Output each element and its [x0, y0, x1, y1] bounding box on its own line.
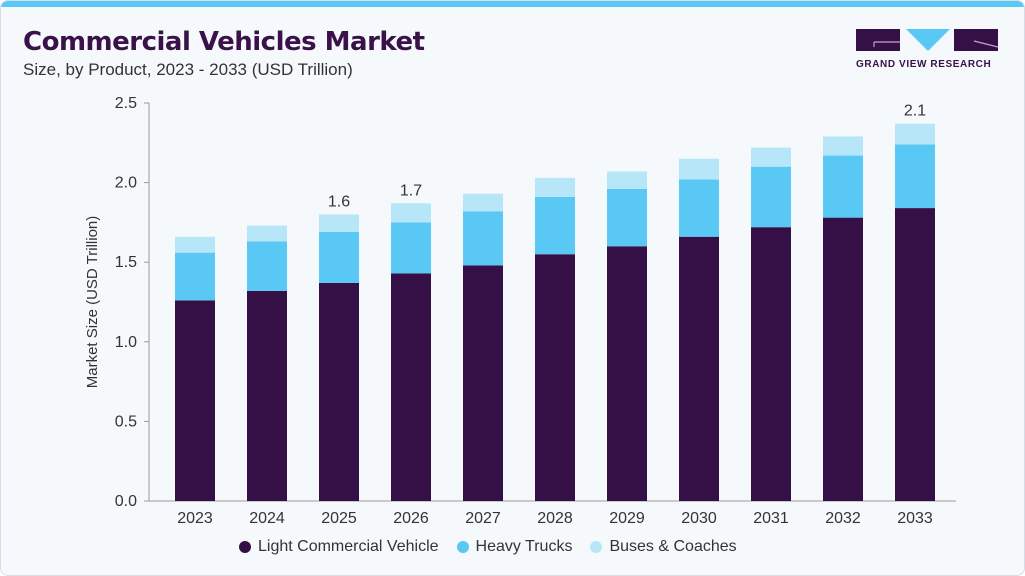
legend-item: Buses & Coaches [590, 538, 737, 556]
accent-bar [1, 1, 1024, 7]
bar-segment [607, 171, 647, 189]
legend-dot [590, 541, 603, 553]
bar-segment [895, 144, 935, 209]
chart-title: Commercial Vehicles Market [23, 27, 425, 57]
bar-segment [607, 188, 647, 247]
legend-label: Light Commercial Vehicle [258, 538, 439, 555]
bar-segment [463, 265, 503, 501]
bar-segment [391, 222, 431, 274]
legend-item: Heavy Trucks [456, 538, 573, 556]
y-tick-label: 0.0 [115, 493, 137, 510]
y-tick-label: 1.0 [115, 334, 137, 351]
x-tick-label: 2033 [897, 510, 933, 527]
x-tick-label: 2024 [249, 510, 285, 527]
bar-segment [895, 123, 935, 145]
bar-segment [823, 217, 863, 501]
bar-segment [823, 155, 863, 218]
y-tick-label: 2.0 [115, 175, 137, 192]
bar-segment [391, 273, 431, 501]
legend-label: Heavy Trucks [475, 538, 573, 555]
bar-segment [175, 252, 215, 301]
bar-segment [751, 166, 791, 228]
gvr-logo [856, 29, 998, 51]
bar-segment [391, 203, 431, 223]
bar-segment [175, 236, 215, 253]
x-tick-label: 2025 [321, 510, 357, 527]
x-tick-label: 2023 [177, 510, 213, 527]
y-axis-label: Market Size (USD Trillion) [84, 216, 101, 389]
legend: Light Commercial Vehicle Heavy Trucks Buse… [239, 538, 737, 556]
bar-segment [895, 208, 935, 501]
bar-segment [751, 147, 791, 167]
bar-segment [535, 196, 575, 255]
bar-segment [823, 136, 863, 156]
x-tick-label: 2027 [465, 510, 501, 527]
bar-segment [679, 236, 719, 501]
bar-segment [319, 282, 359, 501]
x-tick-label: 2031 [753, 510, 789, 527]
bar-segment [247, 241, 287, 291]
bar-segment [679, 158, 719, 180]
legend-dot [456, 541, 469, 553]
bar-segment [535, 254, 575, 501]
legend-label: Buses & Coaches [609, 538, 737, 555]
x-tick-label: 2032 [825, 510, 861, 527]
bar-segment [319, 214, 359, 232]
bar-segment [463, 211, 503, 266]
bar-segment [607, 246, 647, 501]
data-label: 2.1 [904, 103, 926, 120]
legend-item: Light Commercial Vehicle [239, 538, 439, 556]
bar-segment [679, 179, 719, 237]
logo-text: GRAND VIEW RESEARCH [856, 59, 992, 70]
bar-segment [751, 227, 791, 501]
bar-segment [247, 290, 287, 501]
data-label: 1.7 [400, 182, 422, 199]
x-tick-label: 2026 [393, 510, 429, 527]
bar-segment [463, 193, 503, 212]
bar-segment [319, 231, 359, 283]
y-tick-label: 2.5 [115, 95, 137, 112]
bar-segment [535, 177, 575, 197]
y-tick-label: 0.5 [115, 413, 137, 430]
bar-segment [247, 225, 287, 242]
x-tick-label: 2029 [609, 510, 645, 527]
x-tick-label: 2028 [537, 510, 573, 527]
y-tick-label: 1.5 [115, 254, 137, 271]
bar-segment [175, 300, 215, 501]
chart-subtitle: Size, by Product, 2023 - 2033 (USD Trill… [23, 60, 353, 79]
x-tick-label: 2030 [681, 510, 717, 527]
legend-dot [239, 541, 251, 553]
data-label: 1.6 [328, 193, 350, 210]
